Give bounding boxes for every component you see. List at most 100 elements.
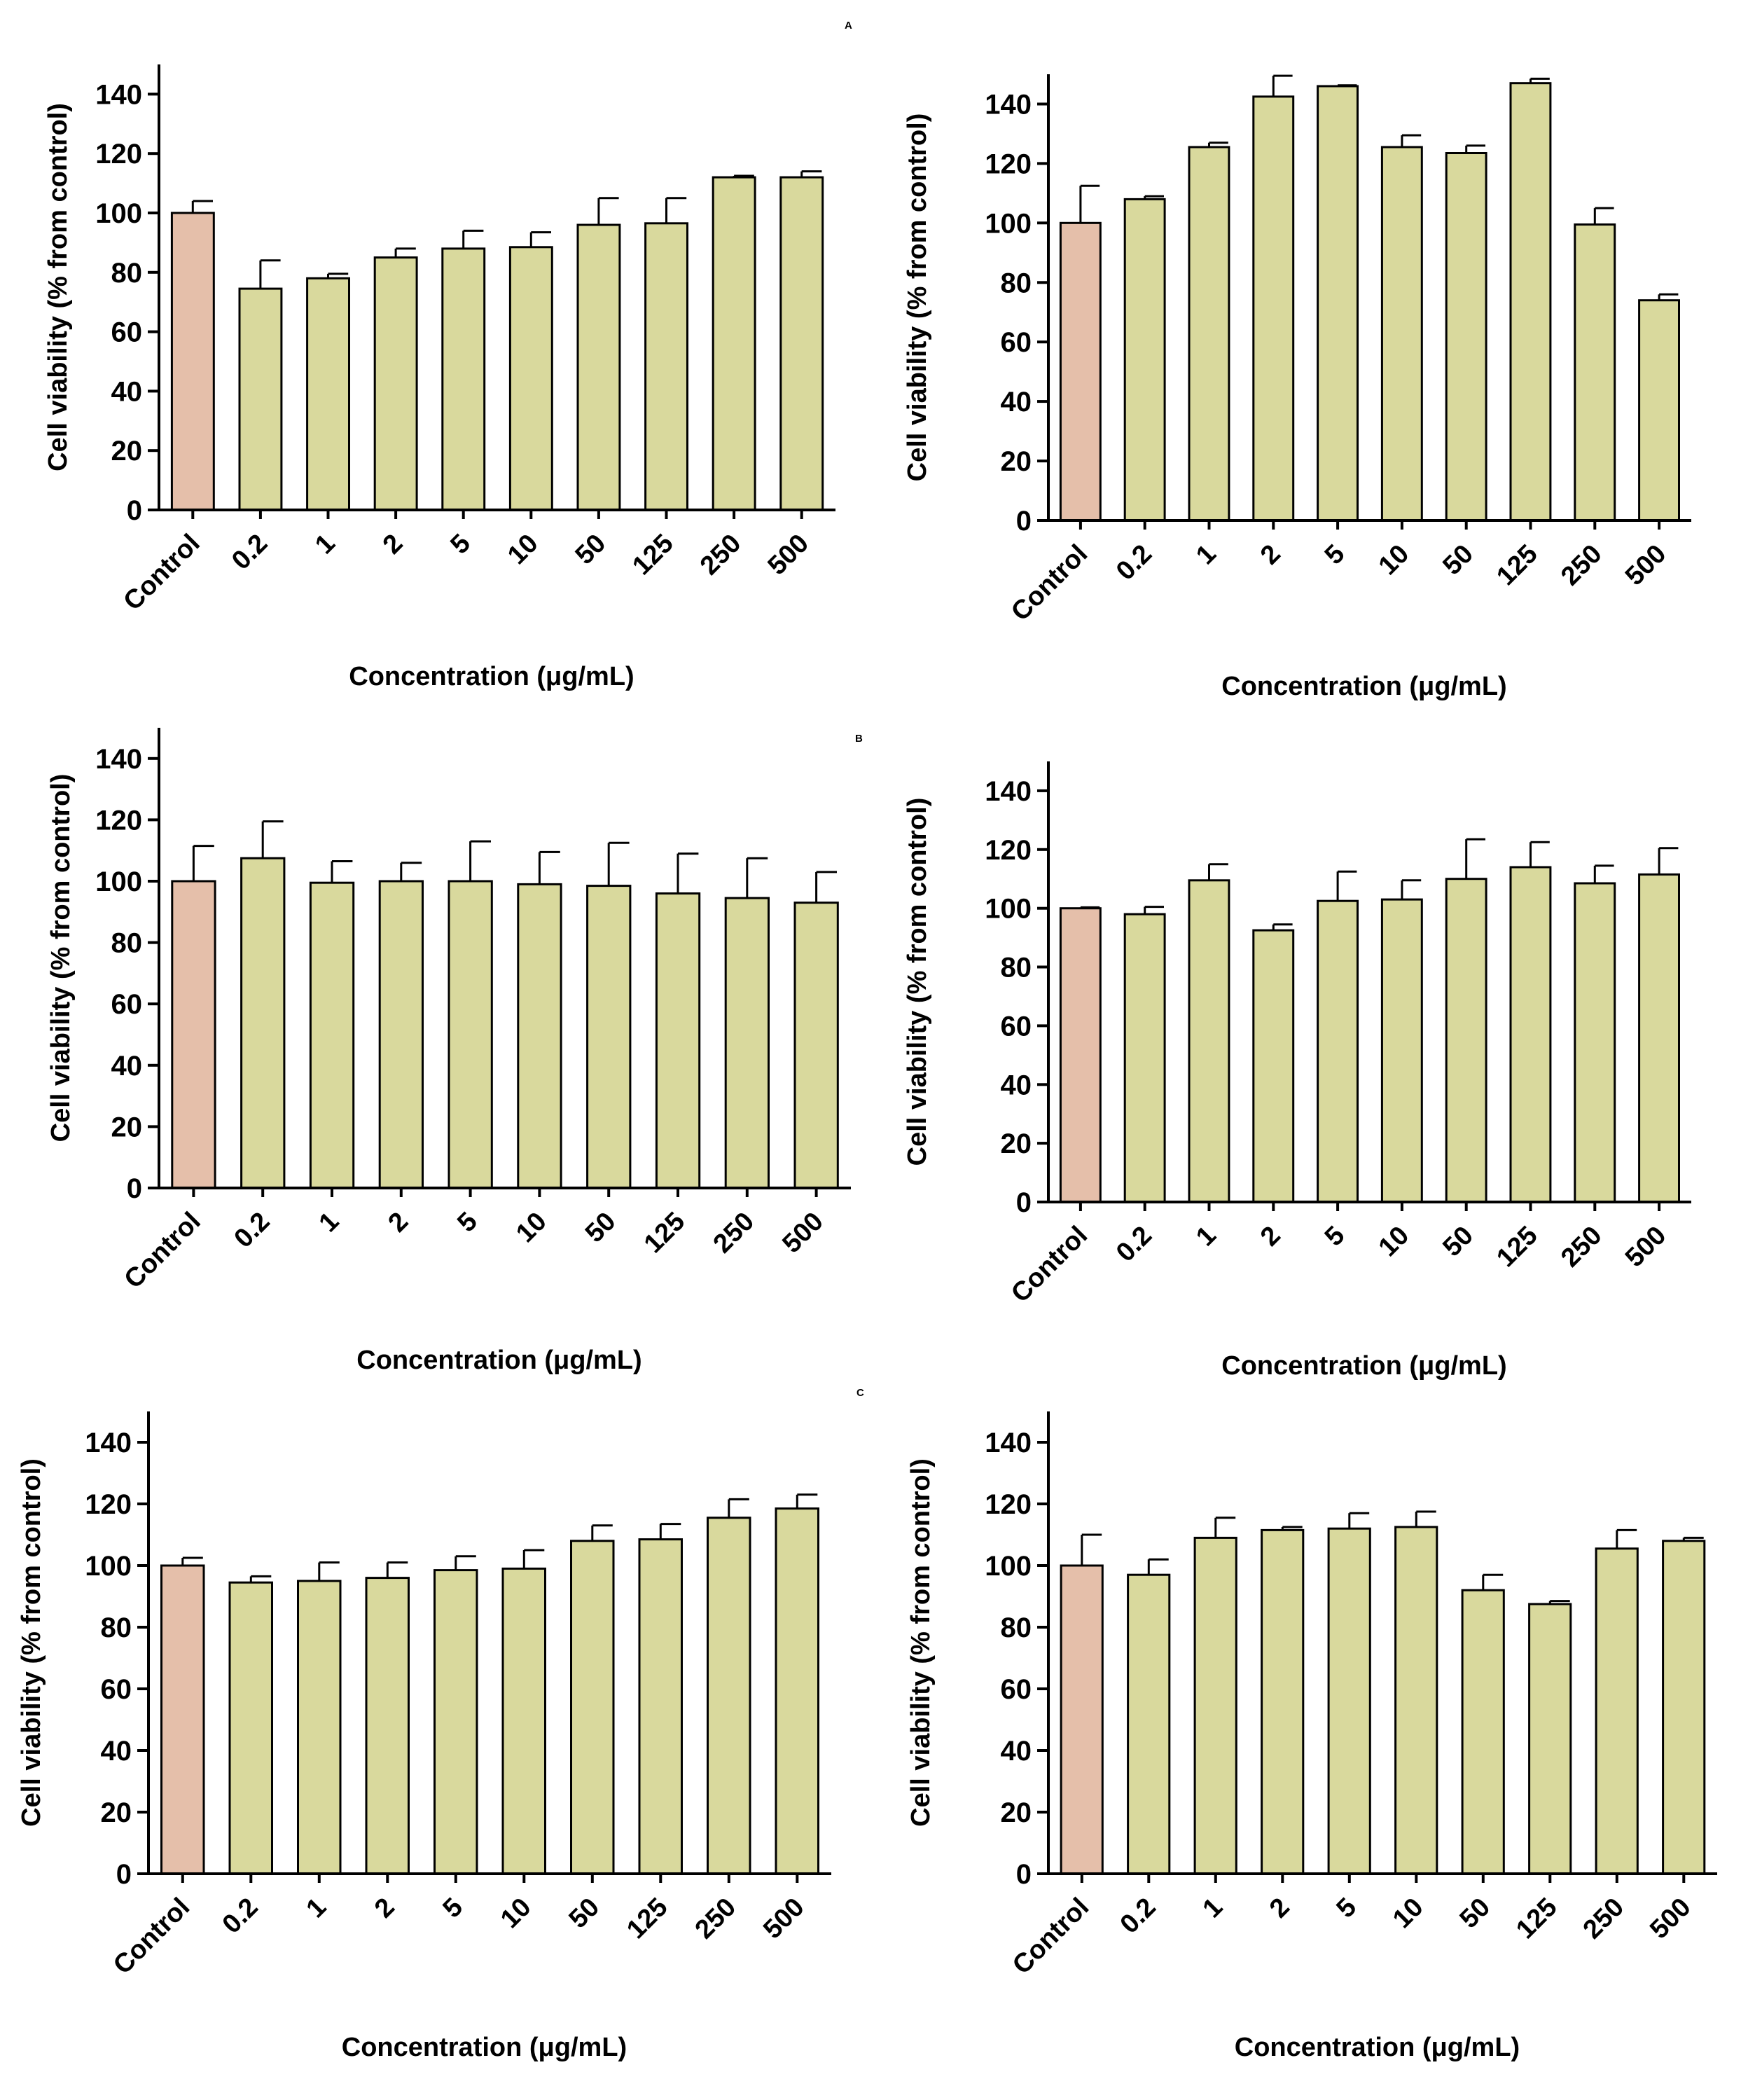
panel-letter-c: C (856, 1387, 864, 1399)
chart6-x-tick-label-500: 500 (1644, 1893, 1697, 1945)
chart2-bar-0.2 (1123, 198, 1166, 522)
chart5-y-tick-label-100: 100 (85, 1551, 132, 1582)
chart5-y-tick-label-60: 60 (101, 1674, 132, 1705)
chart1-y-tick-label-80: 80 (111, 258, 143, 289)
chart5-x-tick-label-1: 1 (301, 1893, 333, 1924)
chart3-bar-50 (586, 885, 632, 1189)
chart6-y-tick-label-0: 0 (1016, 1859, 1032, 1890)
chart5-x-tick-label-5: 5 (438, 1893, 469, 1924)
chart6-bar-10 (1394, 1526, 1438, 1875)
chart2-bar-10 (1380, 146, 1423, 522)
chart2-y-tick-label-40: 40 (1001, 387, 1032, 417)
chart2-y-tick-label-120: 120 (985, 148, 1032, 179)
chart2-y-tick-label-0: 0 (1016, 506, 1032, 537)
chart1-bar-1 (306, 277, 351, 511)
chart3-x-tick-label-2: 2 (383, 1207, 415, 1238)
chart6-y-tick-label-80: 80 (1001, 1612, 1032, 1643)
chart3-y-tick-label-100: 100 (95, 866, 142, 897)
chart5-bar-50 (570, 1540, 615, 1875)
chart2-x-tick-label-50: 50 (1437, 539, 1479, 581)
chart4-x-tick-label-1: 1 (1191, 1221, 1222, 1252)
chart1-bar-50 (576, 223, 621, 511)
chart3-y-tick-label-0: 0 (127, 1173, 142, 1204)
chart3-bar-500 (793, 902, 839, 1189)
chart3-bar-5 (448, 880, 493, 1189)
chart4-bar-5 (1317, 899, 1359, 1203)
chart4-bar-50 (1445, 878, 1487, 1203)
chart2-x-tick-label-0.2: 0.2 (1111, 539, 1158, 586)
chart6-x-tick-label-0.2: 0.2 (1115, 1893, 1162, 1940)
chart3-y-tick-label-60: 60 (111, 989, 143, 1020)
chart4-bar-Control (1059, 907, 1102, 1203)
chart2-x-tick-label-1: 1 (1191, 539, 1222, 571)
chart6-x-tick-label-Control: Control (1007, 1893, 1095, 1980)
chart6-y-tick-label-40: 40 (1001, 1736, 1032, 1767)
chart4-y-axis-label: Cell viability (% from control) (903, 798, 932, 1166)
chart6-bar-1 (1193, 1536, 1237, 1875)
chart2-y-tick-label-60: 60 (1001, 327, 1032, 358)
chart5-bar-2 (365, 1577, 410, 1875)
chart5-bar-5 (433, 1569, 478, 1875)
chart4-y-tick-label-40: 40 (1001, 1070, 1032, 1100)
chart6-x-tick-label-2: 2 (1264, 1893, 1296, 1924)
chart6-bar-50 (1461, 1589, 1505, 1875)
chart1-y-tick-label-120: 120 (95, 139, 142, 170)
chart3-y-axis-label: Cell viability (% from control) (46, 774, 76, 1142)
chart3-bar-1 (309, 881, 355, 1189)
chart5-x-tick-label-Control: Control (108, 1893, 195, 1980)
chart4-x-tick-label-0.2: 0.2 (1111, 1221, 1158, 1268)
chart5-y-tick-label-120: 120 (85, 1489, 132, 1520)
chart2-x-tick-label-500: 500 (1620, 539, 1672, 592)
chart6-bar-2 (1261, 1528, 1305, 1875)
chart5-x-tick-label-2: 2 (369, 1893, 401, 1924)
chart5-y-axis-label: Cell viability (% from control) (17, 1458, 46, 1827)
chart1-x-tick-label-125: 125 (627, 529, 679, 581)
chart1-y-tick-label-60: 60 (111, 317, 143, 348)
chart2-bar-2 (1252, 95, 1295, 522)
chart6-y-tick-label-140: 140 (985, 1428, 1032, 1458)
chart3-bar-250 (724, 897, 770, 1189)
chart6-x-tick-label-250: 250 (1578, 1893, 1630, 1945)
chart2-x-tick-label-Control: Control (1006, 539, 1093, 627)
chart4-x-tick-label-50: 50 (1437, 1221, 1479, 1263)
chart1-x-tick-label-250: 250 (695, 529, 747, 581)
chart6-x-axis-label: Concentration (μg/mL) (1235, 2033, 1520, 2062)
chart4-y-tick-label-120: 120 (985, 835, 1032, 866)
chart1-x-tick-label-10: 10 (502, 529, 544, 571)
chart3-bar-2 (378, 880, 424, 1189)
chart5-y-tick-label-40: 40 (101, 1736, 132, 1767)
chart4-bar-125 (1509, 866, 1552, 1203)
chart5-x-tick-label-0.2: 0.2 (217, 1893, 264, 1940)
chart5-y-tick-label-80: 80 (101, 1612, 132, 1643)
chart3-y-tick-label-40: 40 (111, 1051, 143, 1082)
chart6-bar-500 (1662, 1540, 1706, 1875)
chart1-y-tick-label-40: 40 (111, 376, 143, 407)
chart6-y-tick-label-100: 100 (985, 1551, 1032, 1582)
chart2-bar-125 (1509, 82, 1552, 522)
chart4-y-tick-label-20: 20 (1001, 1128, 1032, 1159)
chart5-bar-10 (501, 1567, 546, 1875)
chart4-x-tick-label-5: 5 (1319, 1221, 1351, 1252)
chart2-x-tick-label-2: 2 (1255, 539, 1286, 571)
chart2-bar-500 (1638, 299, 1681, 522)
chart1-y-tick-label-100: 100 (95, 198, 142, 229)
chart4-y-tick-label-100: 100 (985, 894, 1032, 925)
chart5-bar-1 (297, 1580, 342, 1875)
chart5-bar-0.2 (228, 1581, 273, 1875)
panel-letter-b: B (855, 733, 863, 745)
chart2-y-tick-label-140: 140 (985, 90, 1032, 120)
chart1-x-tick-label-0.2: 0.2 (226, 529, 273, 576)
chart3-x-tick-label-250: 250 (708, 1207, 761, 1259)
panel-letter-a: A (845, 20, 852, 32)
chart1-y-tick-label-0: 0 (127, 495, 142, 526)
chart6-bar-250 (1595, 1547, 1639, 1875)
chart6-bar-125 (1528, 1603, 1572, 1875)
chart6-y-tick-label-20: 20 (1001, 1797, 1032, 1828)
chart2-bar-Control (1059, 221, 1102, 522)
chart1-bar-500 (779, 176, 824, 511)
chart6-x-tick-label-10: 10 (1387, 1893, 1429, 1935)
chart1-bar-5 (441, 247, 486, 511)
chart6-x-tick-label-50: 50 (1455, 1893, 1497, 1935)
chart2-bar-1 (1188, 146, 1230, 522)
